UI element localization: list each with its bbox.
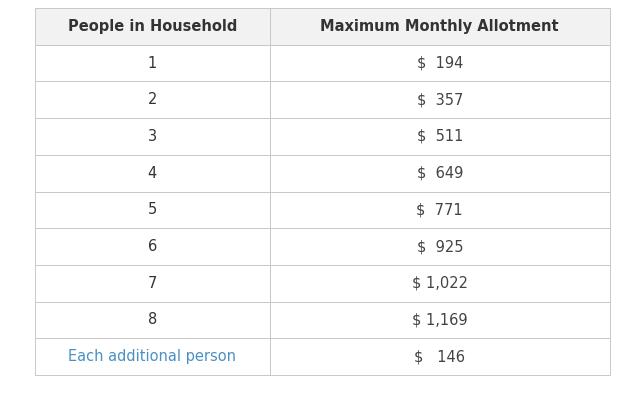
Text: 4: 4 <box>147 166 157 180</box>
Bar <box>270 192 610 228</box>
Bar <box>270 44 610 82</box>
Text: 8: 8 <box>147 312 157 328</box>
Bar <box>35 192 270 228</box>
Text: Each additional person: Each additional person <box>68 349 236 364</box>
Text: $  649: $ 649 <box>417 166 463 180</box>
Text: People in Household: People in Household <box>68 19 237 34</box>
Text: $  357: $ 357 <box>417 92 463 107</box>
Text: $  925: $ 925 <box>417 239 463 254</box>
Bar <box>35 302 270 338</box>
Bar <box>35 228 270 265</box>
Bar <box>35 8 270 44</box>
Text: 5: 5 <box>147 202 157 218</box>
Bar <box>35 118 270 155</box>
Text: $   146: $ 146 <box>414 349 465 364</box>
Text: 7: 7 <box>147 276 157 291</box>
Bar <box>35 155 270 192</box>
Bar <box>35 265 270 302</box>
Bar <box>270 265 610 302</box>
Text: Maximum Monthly Allotment: Maximum Monthly Allotment <box>320 19 559 34</box>
Text: 1: 1 <box>147 56 157 70</box>
Text: $  194: $ 194 <box>417 56 463 70</box>
Text: 6: 6 <box>147 239 157 254</box>
Text: $  771: $ 771 <box>417 202 463 218</box>
Bar <box>35 44 270 82</box>
Bar <box>270 82 610 118</box>
Text: $  511: $ 511 <box>417 129 463 144</box>
Bar <box>270 228 610 265</box>
Text: 3: 3 <box>148 129 157 144</box>
Bar <box>270 302 610 338</box>
Bar <box>35 338 270 375</box>
Bar <box>270 8 610 44</box>
Bar <box>270 118 610 155</box>
Text: $ 1,022: $ 1,022 <box>412 276 468 291</box>
Text: $ 1,169: $ 1,169 <box>412 312 468 328</box>
Text: 2: 2 <box>147 92 157 107</box>
Bar <box>35 82 270 118</box>
Bar <box>270 338 610 375</box>
Bar <box>270 155 610 192</box>
